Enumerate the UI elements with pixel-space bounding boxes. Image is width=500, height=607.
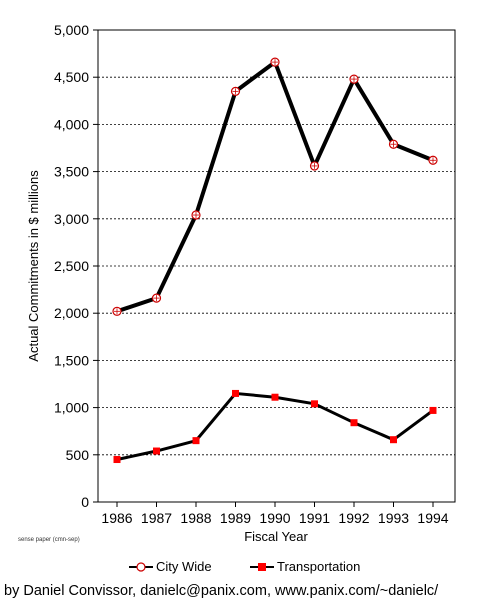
data-point-city-wide xyxy=(428,155,438,165)
y-tick-label: 5,000 xyxy=(54,22,89,38)
data-point-transportation xyxy=(390,436,397,444)
legend-transportation-label: Transportation xyxy=(277,559,360,574)
data-point-transportation xyxy=(429,406,437,414)
x-tick-label: 1990 xyxy=(259,510,290,526)
data-point-city-wide xyxy=(230,86,241,96)
y-tick-label: 1,000 xyxy=(54,400,89,416)
data-point-transportation xyxy=(113,456,121,464)
data-point-city-wide xyxy=(112,306,122,316)
series-line-city-wide xyxy=(116,60,434,314)
legend-city-wide-marker xyxy=(136,562,146,572)
x-tick-label: 1994 xyxy=(417,510,448,526)
y-axis-title: Actual Commitments in $ millions xyxy=(26,170,41,362)
y-axis-ticks: 0 500 1,000 1,500 2,000 2,500 3,000 3,500 4,000 4… xyxy=(54,22,98,510)
x-tick-label: 1992 xyxy=(338,510,369,526)
data-point-transportation xyxy=(192,437,200,445)
data-point-city-wide xyxy=(309,161,320,171)
data-point-city-wide xyxy=(270,57,280,67)
legend-item-transportation: Transportation xyxy=(250,559,360,574)
x-tick-label: 1991 xyxy=(299,510,330,526)
data-point-city-wide xyxy=(151,293,162,303)
legend: City Wide Transportation xyxy=(129,559,360,574)
legend-item-city-wide: City Wide xyxy=(129,559,212,574)
x-tick-label: 1989 xyxy=(220,510,251,526)
series-markers xyxy=(112,57,438,464)
x-tick-label: 1987 xyxy=(141,510,172,526)
legend-city-wide-label: City Wide xyxy=(156,559,212,574)
data-point-city-wide xyxy=(388,139,399,149)
y-tick-label: 3,000 xyxy=(54,211,89,227)
x-tick-label: 1988 xyxy=(180,510,211,526)
y-tick-label: 2,000 xyxy=(54,305,89,321)
y-tick-label: 4,000 xyxy=(54,116,89,132)
data-point-city-wide xyxy=(349,74,359,84)
data-point-transportation xyxy=(271,393,279,401)
data-point-transportation xyxy=(153,447,160,455)
data-point-city-wide xyxy=(191,210,201,220)
y-tick-label: 1,500 xyxy=(54,352,89,368)
y-tick-label: 2,500 xyxy=(54,258,89,274)
x-tick-label: 1986 xyxy=(101,510,132,526)
gridlines xyxy=(98,76,455,456)
data-point-transportation xyxy=(311,400,318,408)
y-tick-label: 500 xyxy=(66,447,90,463)
y-tick-label: 3,500 xyxy=(54,164,89,180)
x-axis-title: Fiscal Year xyxy=(244,529,308,544)
y-tick-label: 4,500 xyxy=(54,69,89,85)
data-point-transportation xyxy=(232,389,239,397)
series-line-transportation xyxy=(116,391,434,461)
x-tick-label: 1993 xyxy=(378,510,409,526)
x-axis-ticks: 1986 1987 1988 1989 1990 1991 1992 1993 1994 xyxy=(101,502,449,526)
author-credit: by Daniel Convissor, danielc@panix.com, … xyxy=(4,583,439,599)
legend-transportation-marker xyxy=(258,563,266,571)
data-point-transportation xyxy=(350,419,358,427)
footnote-text: sense paper (cmn-sep) xyxy=(18,537,80,543)
y-tick-label: 0 xyxy=(81,494,89,510)
